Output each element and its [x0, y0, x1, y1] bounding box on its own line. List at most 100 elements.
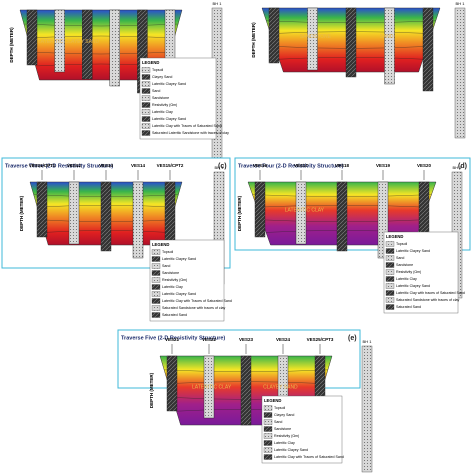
legend-swatch	[385, 290, 395, 296]
legend-swatch	[151, 298, 161, 304]
legend-entry: Clayey Sand	[152, 75, 172, 79]
station-label: VES12	[67, 163, 82, 168]
legend-entry: Clayey Sand	[274, 413, 294, 417]
depth-axis-label: DEPTH (METER)	[9, 27, 14, 63]
legend-swatch	[263, 405, 273, 411]
legend-swatch	[151, 305, 161, 311]
legend-entry: Sand	[152, 89, 160, 93]
panel-label: (d)	[458, 163, 467, 170]
borehole-log	[377, 181, 389, 259]
panel-label: (e)	[348, 335, 357, 342]
station-label: VES19	[376, 163, 391, 168]
panel-title: Traverse Four (2-D Resistivity Structure…	[238, 163, 344, 169]
legend-swatch	[263, 454, 273, 460]
legend-entry: Lateritic Clay	[396, 277, 417, 281]
borehole-log	[36, 181, 48, 238]
legend-entry: Topsoil	[152, 68, 163, 72]
legend-entry: Lateritic Clay with Traces of Saturated …	[152, 124, 222, 128]
legend-swatch	[385, 283, 395, 289]
borehole-log	[422, 7, 434, 92]
borehole-log	[345, 7, 357, 78]
section-label: CLAYEY SAND	[263, 384, 298, 390]
legend-box	[139, 57, 217, 140]
borehole-log	[166, 355, 178, 412]
legend-entry: Sand	[396, 256, 404, 260]
contour-line	[31, 51, 171, 55]
depth-axis-label: DEPTH (METER)	[237, 195, 242, 231]
borehole-log	[54, 9, 65, 73]
section-label: LATERITIC CLAYEY SAND	[38, 39, 100, 45]
legend-box	[149, 239, 225, 322]
section-label: LATERITIC CLAY	[285, 208, 325, 214]
legend-entry: Sandstone	[274, 427, 291, 431]
contour-line	[27, 35, 175, 39]
legend-entry: Saturated Sand	[396, 305, 421, 309]
legend-swatch	[141, 81, 151, 87]
legend-entry: Lateritic Clayey Sand	[162, 292, 196, 296]
legend-swatch	[151, 277, 161, 283]
legend-swatch	[141, 102, 151, 108]
station-label: VES13	[99, 163, 114, 168]
borehole-strip	[454, 7, 466, 139]
borehole-log	[254, 181, 266, 238]
legend-entry: Lateritic Clayey Sand	[162, 257, 196, 261]
legend-entry: Lateritic Clayey Sand	[152, 82, 186, 86]
legend-swatch	[385, 297, 395, 303]
station-label: VES15/CPT2	[157, 163, 184, 168]
legend-title: LEGEND	[386, 234, 403, 239]
legend-entry: Lateritic Clay	[274, 441, 295, 445]
legend-swatch	[263, 447, 273, 453]
legend-swatch	[141, 67, 151, 73]
legend-entry: Resistivity (Ωm)	[274, 434, 299, 438]
station-label: VES23	[239, 337, 254, 342]
borehole-log	[81, 9, 93, 80]
legend-entry: Lateritic Clay with traces of Saturated …	[396, 291, 465, 295]
legend-title: LEGEND	[152, 242, 169, 247]
legend-entry: Lateritic Clayey Sand	[396, 284, 430, 288]
legend-entry: Resistivity (Ωm)	[152, 103, 177, 107]
legend-swatch	[151, 270, 161, 276]
legend-entry: Lateritic Clay	[152, 110, 173, 114]
depth-axis-label: DEPTH (METER)	[19, 195, 24, 231]
borehole-log	[384, 7, 395, 85]
legend-swatch	[151, 284, 161, 290]
borehole-label: BH 1	[215, 165, 225, 170]
legend-swatch	[141, 123, 151, 129]
depth-axis-label: DEPTH (METER)	[149, 372, 154, 408]
borehole-log	[336, 181, 348, 252]
legend-entry: Saturated Lateritic Sandstone with trace…	[152, 131, 229, 135]
borehole-log	[100, 181, 112, 252]
legend-entry: Resistivity (Ωm)	[162, 278, 187, 282]
borehole-log	[307, 7, 318, 71]
legend-entry: Lateritic Clay with Traces of Saturated …	[162, 299, 232, 303]
borehole-label: BH 1	[453, 165, 463, 170]
legend-title: LEGEND	[264, 398, 281, 403]
station-label: VES14	[131, 163, 146, 168]
borehole-log	[68, 181, 80, 245]
borehole-log	[240, 355, 252, 426]
legend-entry: Sandstone	[162, 271, 179, 275]
legend-swatch	[385, 276, 395, 282]
legend-swatch	[385, 255, 395, 261]
borehole-label: BH 1	[456, 1, 466, 6]
legend-swatch	[385, 241, 395, 247]
legend-swatch	[141, 88, 151, 94]
legend-entry: Lateritic Clayey Sand	[396, 249, 430, 253]
borehole-log	[109, 9, 121, 87]
legend-entry: Sandstone	[396, 263, 413, 267]
legend-entry: Topsoil	[162, 250, 173, 254]
legend-swatch	[385, 262, 395, 268]
legend-swatch	[263, 419, 273, 425]
legend-entry: Sand	[274, 420, 282, 424]
section-label: LATERITIC CLAY	[192, 384, 232, 390]
station-label: VES24	[276, 337, 291, 342]
station-label: VES16	[253, 163, 268, 168]
legend-swatch	[151, 263, 161, 269]
legend-entry: Sand	[162, 264, 170, 268]
legend-entry: Saturated Sandstone with traces of clay	[396, 298, 460, 302]
legend-swatch	[141, 95, 151, 101]
borehole-log	[26, 9, 38, 66]
legend-swatch	[141, 109, 151, 115]
section-label: SAND	[380, 34, 394, 40]
